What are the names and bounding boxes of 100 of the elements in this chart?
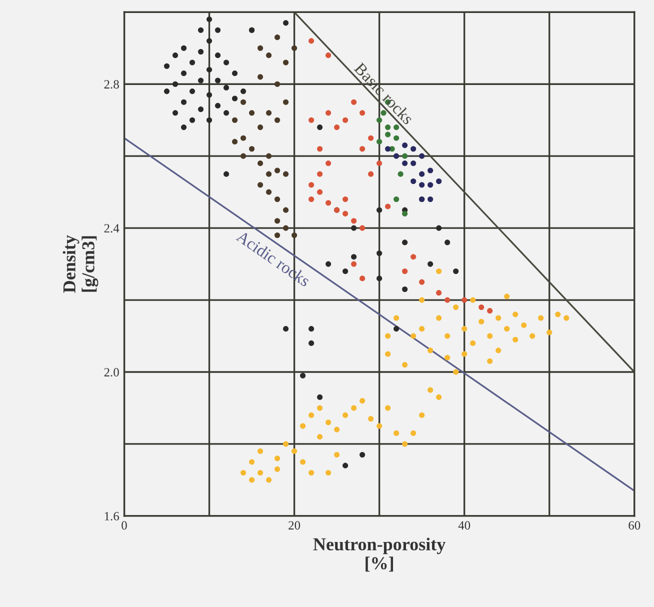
x-tick-label: 0 xyxy=(122,521,127,530)
point xyxy=(308,182,314,188)
point xyxy=(394,135,400,141)
point xyxy=(402,240,408,246)
point xyxy=(180,99,187,105)
point xyxy=(206,38,212,44)
point xyxy=(308,340,314,346)
point xyxy=(308,117,314,123)
point xyxy=(394,196,400,202)
point xyxy=(360,110,366,116)
point xyxy=(342,462,348,468)
point xyxy=(410,146,416,152)
point xyxy=(360,225,366,231)
point xyxy=(283,60,289,66)
point xyxy=(164,88,170,94)
point xyxy=(436,178,442,184)
point xyxy=(398,171,404,177)
point xyxy=(308,196,314,202)
point xyxy=(283,207,289,213)
point xyxy=(164,63,170,69)
x-tick-label: 20 xyxy=(288,521,300,530)
x-tick-label: 60 xyxy=(628,521,640,530)
point xyxy=(274,34,280,40)
point xyxy=(266,171,272,177)
point xyxy=(224,60,230,66)
point xyxy=(410,178,416,184)
y-tick-label: 1.6 xyxy=(104,512,120,520)
point xyxy=(342,268,348,274)
point xyxy=(215,102,221,108)
y-tick-label: 2.4 xyxy=(104,224,120,233)
point xyxy=(283,326,289,332)
x-tick-label: 40 xyxy=(458,521,470,530)
point xyxy=(240,153,246,159)
point xyxy=(436,225,442,231)
point xyxy=(444,240,450,246)
point xyxy=(258,182,264,188)
point xyxy=(351,261,357,267)
point xyxy=(224,84,230,90)
point xyxy=(394,326,400,332)
point xyxy=(224,110,230,116)
point xyxy=(215,27,221,33)
point xyxy=(317,394,323,400)
point xyxy=(180,70,187,76)
point xyxy=(462,297,468,303)
point xyxy=(258,45,264,51)
point xyxy=(368,135,374,141)
y-tick-label: 2.0 xyxy=(104,368,119,377)
point xyxy=(317,124,323,130)
point xyxy=(300,372,306,378)
point xyxy=(326,200,332,206)
point xyxy=(215,52,221,58)
point xyxy=(283,20,289,26)
point xyxy=(274,117,280,123)
point xyxy=(402,286,408,292)
point xyxy=(402,210,408,216)
point xyxy=(317,171,323,177)
point xyxy=(444,297,450,303)
point xyxy=(249,110,255,116)
point xyxy=(224,171,230,177)
point xyxy=(428,261,434,267)
point xyxy=(376,117,382,123)
point xyxy=(283,99,289,105)
point xyxy=(266,153,272,159)
point xyxy=(428,168,434,174)
point xyxy=(376,250,382,256)
point xyxy=(232,138,238,144)
point xyxy=(478,304,484,310)
point xyxy=(308,38,314,44)
point xyxy=(410,160,416,166)
point xyxy=(351,254,357,260)
point xyxy=(258,74,264,80)
point xyxy=(402,153,408,159)
point xyxy=(180,124,187,130)
point xyxy=(326,52,332,58)
point xyxy=(360,452,366,458)
point xyxy=(283,171,289,177)
point xyxy=(360,146,366,152)
point xyxy=(376,276,382,282)
point xyxy=(172,81,178,87)
point xyxy=(326,261,332,267)
point xyxy=(274,196,280,202)
point xyxy=(274,168,280,174)
point xyxy=(206,117,212,123)
point xyxy=(232,117,238,123)
point xyxy=(402,160,408,166)
point xyxy=(453,268,459,274)
point xyxy=(385,146,391,152)
point xyxy=(376,138,382,144)
point xyxy=(342,196,348,202)
point xyxy=(385,204,391,210)
point xyxy=(266,52,272,58)
point xyxy=(274,218,280,224)
point xyxy=(292,45,298,51)
point xyxy=(206,16,212,22)
point xyxy=(436,290,442,296)
point xyxy=(342,210,348,216)
point xyxy=(266,110,272,116)
point xyxy=(317,146,323,152)
y-tick-label: 2.8 xyxy=(104,80,119,89)
point xyxy=(351,218,357,224)
